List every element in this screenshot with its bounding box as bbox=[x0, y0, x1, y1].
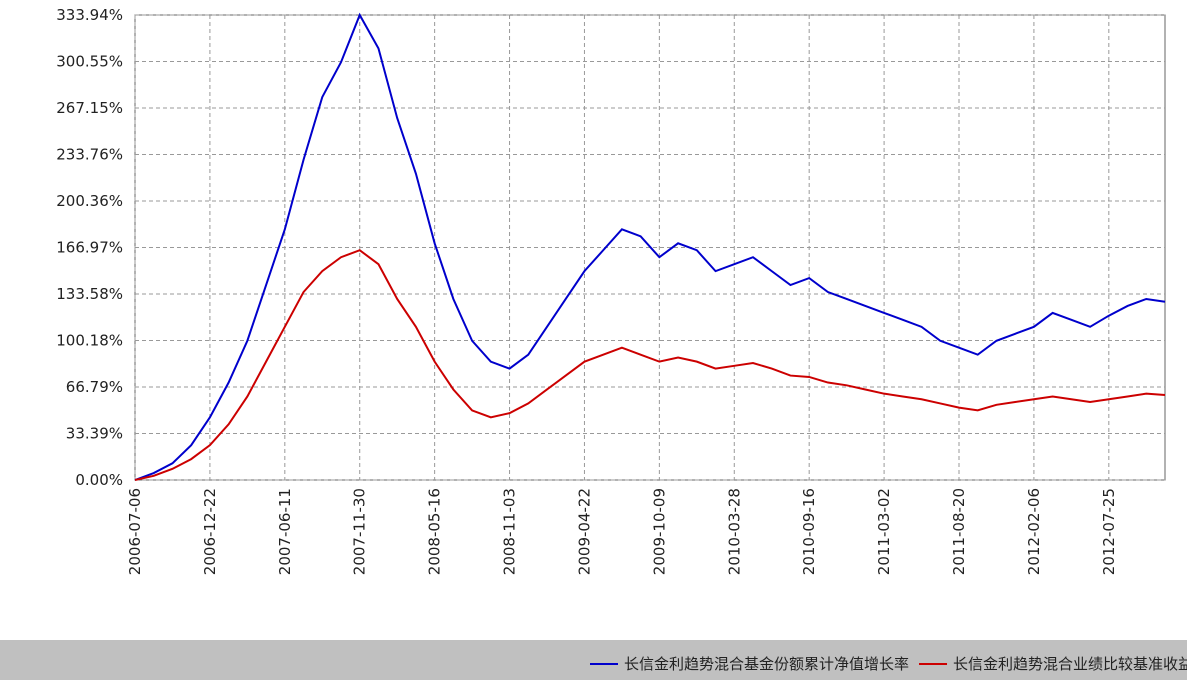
x-tick-label: 2008-11-03 bbox=[501, 488, 519, 575]
x-tick-label: 2006-12-22 bbox=[201, 488, 219, 575]
y-tick-label: 33.39% bbox=[66, 425, 123, 443]
page: 0.00% 33.39% 66.79% 100.18% 133.58% 166.97% 20… bbox=[0, 0, 1187, 680]
x-tick-label: 2007-11-30 bbox=[351, 488, 369, 575]
x-tick-label: 2010-03-28 bbox=[725, 488, 743, 575]
x-tick-label: 2012-07-25 bbox=[1100, 488, 1118, 575]
y-tick-label: 166.97% bbox=[56, 239, 123, 257]
x-tick-label: 2011-03-02 bbox=[875, 488, 893, 575]
legend-label: 长信金利趋势混合基金份额累计净值增长率 bbox=[624, 655, 909, 673]
x-tick-label: 2008-05-16 bbox=[426, 488, 444, 575]
x-tick-label: 2012-02-06 bbox=[1025, 488, 1043, 575]
y-tick-label: 133.58% bbox=[56, 285, 123, 303]
legend-label: 长信金利趋势混合业绩比较基准收益率 bbox=[953, 655, 1187, 673]
y-tick-label: 300.55% bbox=[56, 52, 123, 70]
x-tick-label: 2011-08-20 bbox=[950, 488, 968, 575]
y-tick-label: 200.36% bbox=[56, 192, 123, 210]
y-tick-label: 66.79% bbox=[66, 378, 123, 396]
y-tick-label: 233.76% bbox=[56, 145, 123, 163]
x-tick-label: 2009-04-22 bbox=[575, 488, 593, 575]
x-tick-label: 2007-06-11 bbox=[276, 488, 294, 575]
x-tick-label: 2006-07-06 bbox=[126, 488, 144, 575]
y-tick-label: 0.00% bbox=[75, 471, 123, 489]
x-tick-label: 2009-10-09 bbox=[650, 488, 668, 575]
y-tick-label: 267.15% bbox=[56, 99, 123, 117]
y-tick-label: 333.94% bbox=[56, 6, 123, 24]
chart: 0.00% 33.39% 66.79% 100.18% 133.58% 166.97% 20… bbox=[0, 0, 1187, 680]
y-tick-label: 100.18% bbox=[56, 332, 123, 350]
x-tick-label: 2010-09-16 bbox=[800, 488, 818, 575]
